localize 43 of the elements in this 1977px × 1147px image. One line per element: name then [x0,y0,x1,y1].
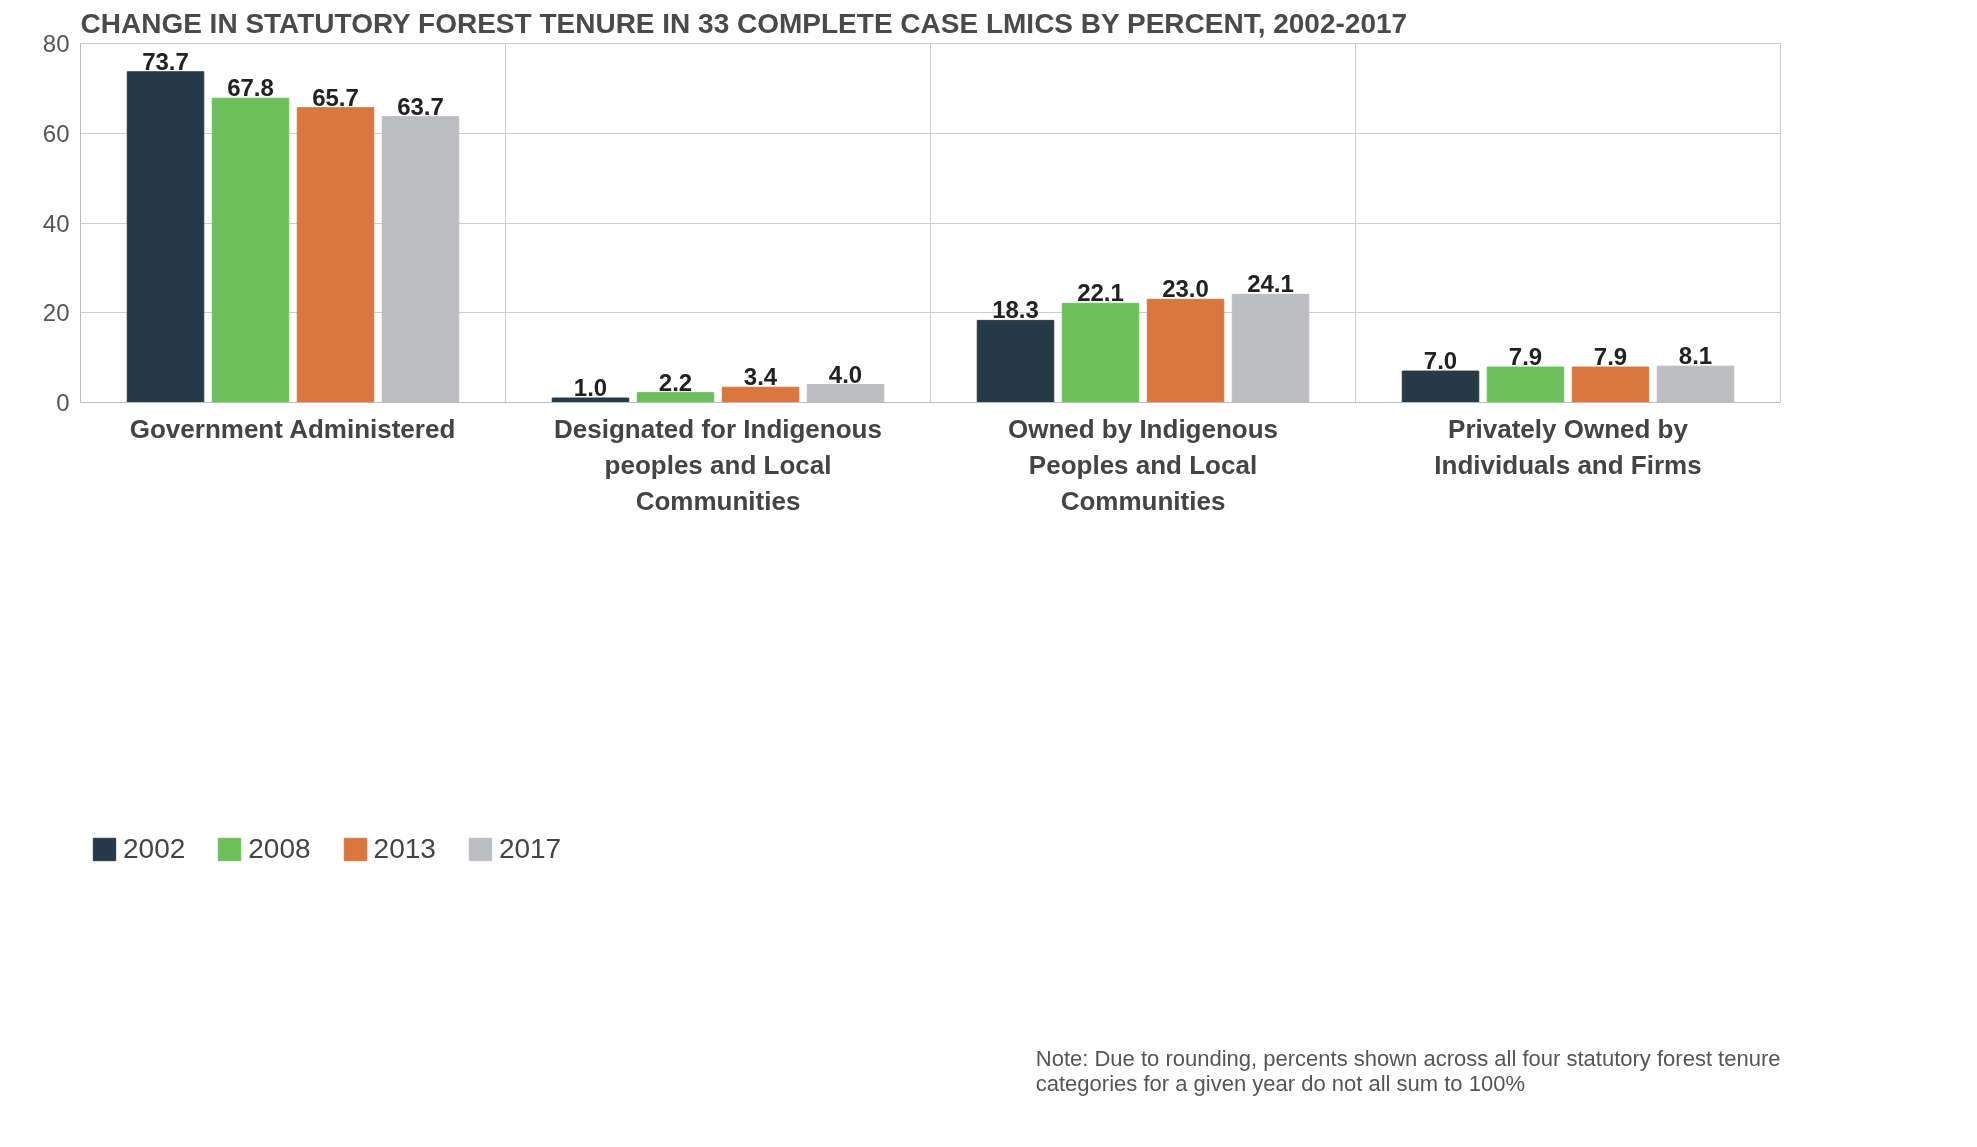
x-tick-label: Government Administered [129,413,456,444]
legend-label: 2002 [123,833,186,866]
bar [211,97,290,403]
data-label: 65.7 [312,83,359,111]
bar [1061,302,1140,403]
chart-title: CHANGE IN STATUTORY FOREST TENURE IN 33 COMPLETE CASE LMICS BY PERCENT, 2002-2017 [80,7,1408,39]
legend-label: 2017 [498,833,562,866]
y-tick-label: 0 [56,389,70,416]
data-label: 7.9 [1508,343,1543,371]
data-label: 73.7 [142,47,189,75]
data-label: 24.1 [1247,270,1294,298]
x-tick-label: Designated for Indigenous peoples and Local Communities [554,413,882,516]
bar [1146,298,1225,403]
data-label: 7.0 [1423,347,1458,375]
bar [1571,366,1650,403]
data-label: 3.4 [743,363,778,391]
data-label: 7.9 [1593,343,1628,371]
y-tick-label: 60 [42,119,70,147]
y-tick-label: 20 [42,299,70,327]
data-label: 4.0 [828,360,863,388]
bar [551,397,630,403]
bar [126,71,205,403]
bar [1486,366,1565,403]
bar [721,386,800,403]
data-label: 1.0 [573,374,608,402]
y-tick-label: 80 [42,30,70,57]
x-tick-label: Owned by Indigenous Peoples and Local Communities [1007,413,1279,516]
legend-label: 2013 [373,833,436,866]
x-tick-label: Privately Owned by Individuals and Firms [1434,413,1702,480]
data-label: 67.8 [227,74,274,102]
bar [296,107,375,403]
bar [1401,370,1480,403]
text: Note: Due to rounding, percents shown across all four statutory forest tenure categories for a given year do not all sum to 100% [1035,1045,1781,1096]
data-label: 2.2 [658,368,693,396]
bar [976,319,1055,403]
y-tick-label: 40 [42,209,70,237]
data-label: 23.0 [1162,275,1209,303]
data-label: 22.1 [1077,279,1124,307]
data-label: 8.1 [1678,342,1713,370]
legend-label: 2008 [248,833,311,866]
bar [636,392,715,403]
data-label: 18.3 [992,296,1039,324]
data-label: 63.7 [397,92,444,120]
